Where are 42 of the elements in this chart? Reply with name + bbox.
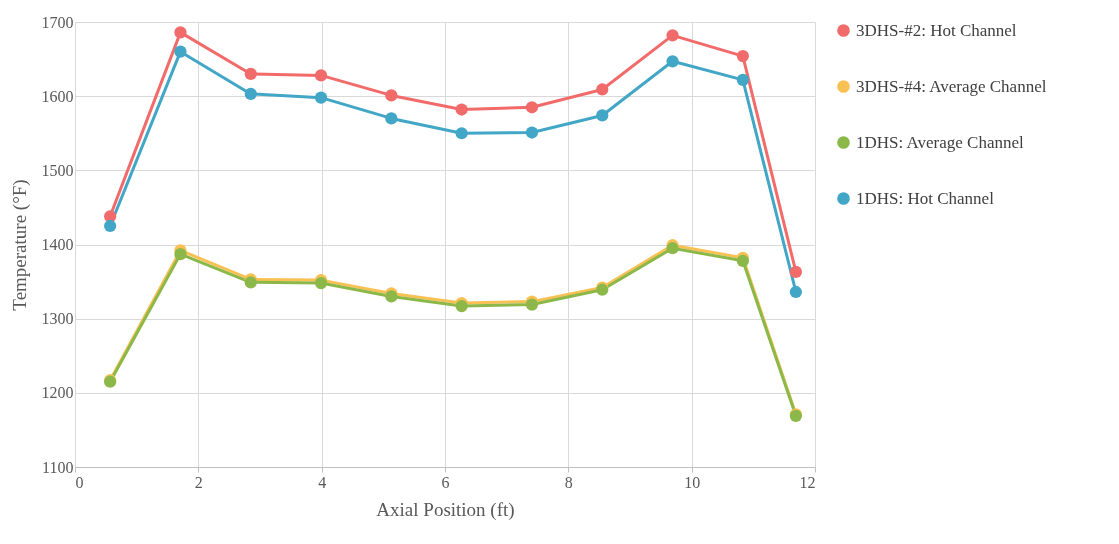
y-tick-label: 1700 — [41, 13, 74, 31]
point — [596, 109, 609, 122]
point — [736, 50, 749, 63]
point — [455, 103, 468, 116]
x-tick-label: 0 — [75, 473, 84, 491]
y-tick-label: 1600 — [41, 87, 74, 105]
point — [666, 29, 679, 42]
point — [666, 55, 679, 68]
y-tick-label: 1500 — [41, 161, 74, 179]
point — [244, 87, 257, 101]
point — [244, 67, 257, 81]
point — [789, 265, 803, 279]
point — [174, 26, 187, 39]
point — [385, 89, 398, 102]
y-tick-label: 1100 — [42, 458, 74, 476]
y-tick-label: 1300 — [41, 310, 74, 328]
point — [385, 112, 398, 125]
point — [789, 285, 803, 299]
legend-label: 1DHS: Average Channel — [856, 132, 1025, 152]
y-axis-title: Temperature (°F) — [8, 179, 31, 311]
y-tick-label: 1400 — [41, 236, 74, 253]
point — [174, 45, 187, 58]
point — [455, 127, 468, 140]
x-tick-label: 12 — [799, 473, 816, 491]
legend-label: 1DHS: Hot Channel — [856, 188, 995, 208]
point — [525, 126, 539, 139]
point — [314, 91, 328, 104]
point — [314, 69, 328, 82]
x-tick-label: 4 — [318, 473, 327, 491]
point — [174, 248, 187, 261]
point — [736, 73, 749, 86]
x-tick-label: 2 — [194, 473, 203, 491]
legend-label: 3DHS-#4: Average Channel — [856, 76, 1047, 96]
point — [596, 83, 609, 96]
x-tick-label: 10 — [684, 473, 701, 491]
x-axis-title: Axial Position (ft) — [376, 498, 515, 521]
point — [104, 219, 117, 233]
x-tick-label: 6 — [441, 473, 450, 491]
x-tick-label: 8 — [564, 473, 573, 491]
point — [525, 101, 539, 114]
y-tick-label: 1200 — [41, 384, 74, 402]
legend-label: 3DHS-#2: Hot Channel — [856, 20, 1017, 40]
